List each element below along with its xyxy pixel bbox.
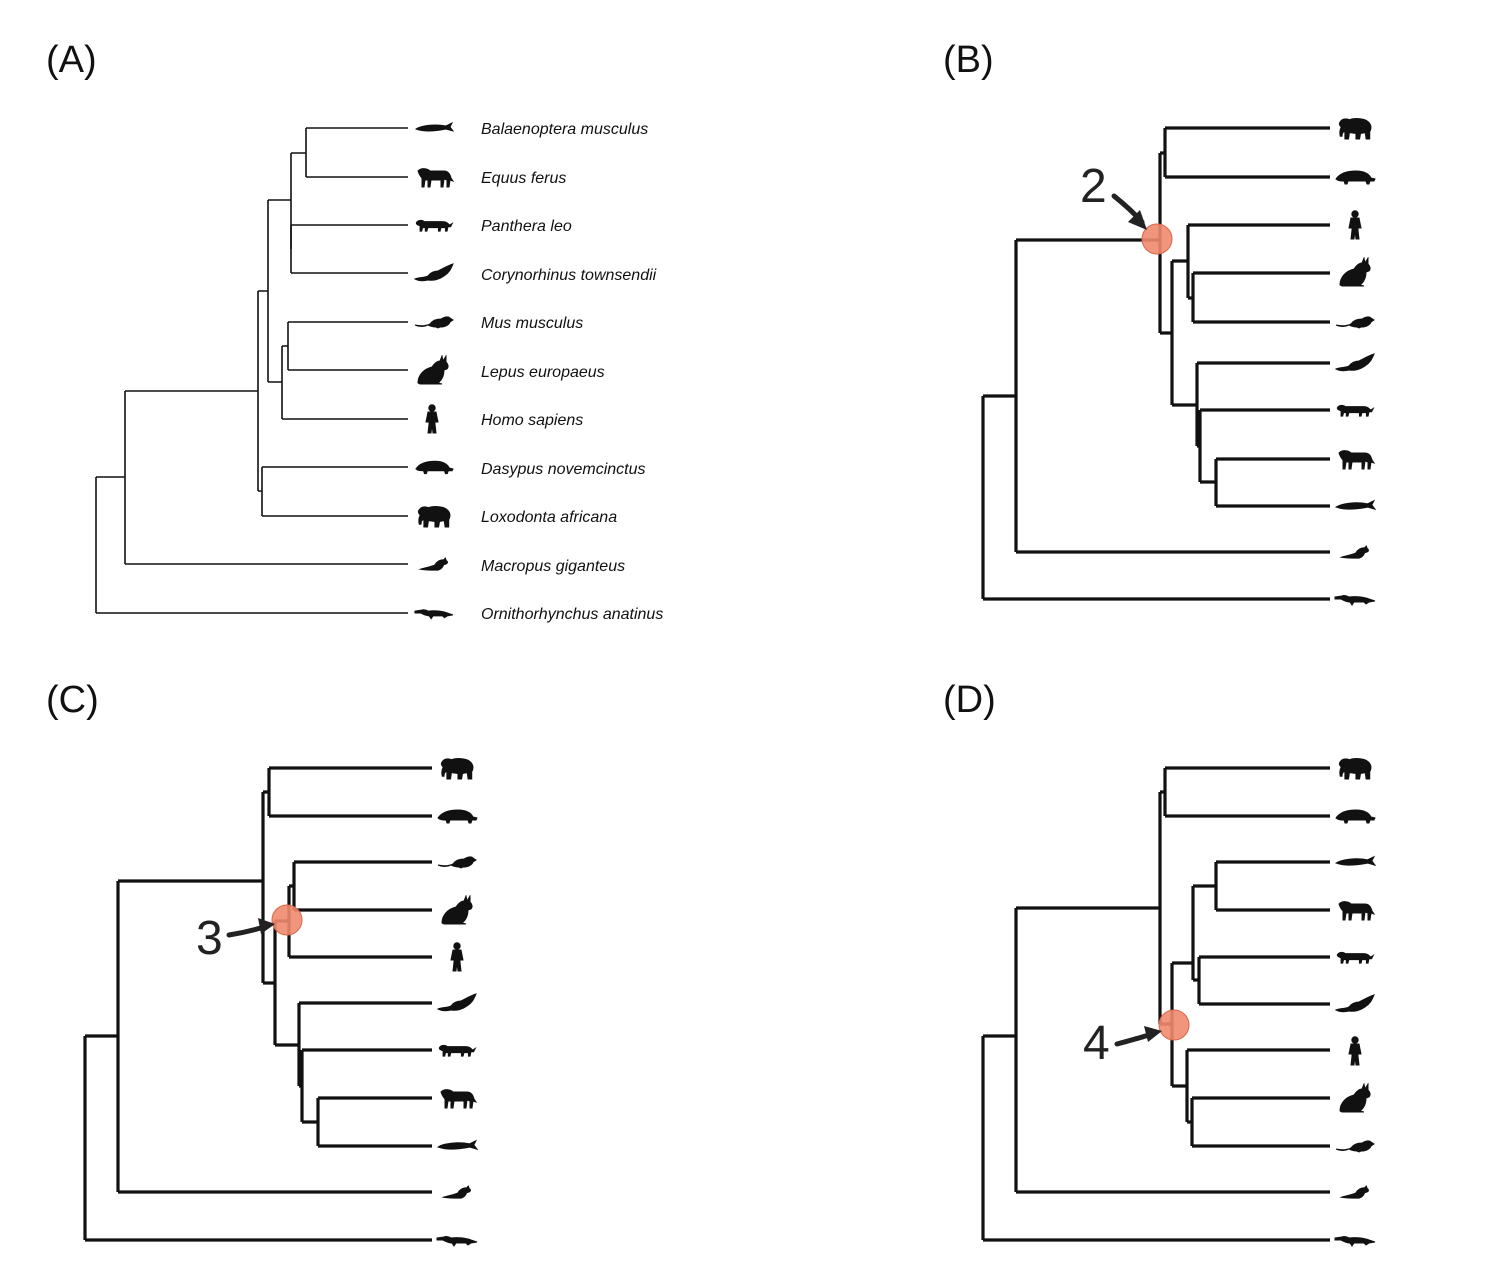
kangaroo-icon [419, 557, 449, 571]
elephant-icon [417, 505, 451, 528]
lion-icon [438, 1044, 476, 1057]
lion-icon [1336, 951, 1374, 964]
panel-b-silhouettes [1334, 117, 1376, 606]
whale-icon [415, 122, 454, 132]
node-marker [271, 904, 303, 936]
lion-icon [415, 219, 453, 232]
species-label: Equus ferus [481, 170, 566, 187]
node-marker [1158, 1009, 1190, 1041]
horse-icon [440, 1089, 477, 1109]
human-icon [1348, 210, 1362, 240]
hare-icon [417, 355, 449, 385]
panel-label-c: (C) [46, 679, 99, 721]
bat-icon [1335, 994, 1375, 1013]
elephant-icon [1338, 117, 1372, 140]
node-number: 2 [1080, 160, 1107, 213]
panel-c-silhouettes [436, 757, 478, 1247]
panel-c-tree [83, 766, 432, 1242]
platypus-icon [414, 609, 454, 620]
panel-b-tree [981, 126, 1330, 601]
panel-label-a: (A) [46, 39, 97, 81]
species-label: Loxodonta africana [481, 509, 617, 526]
arrow [226, 924, 267, 938]
panel-d-tree [981, 766, 1330, 1242]
species-label: Corynorhinus townsendii [481, 267, 657, 284]
horse-icon [417, 168, 454, 188]
kangaroo-icon [1340, 545, 1370, 559]
human-icon [1348, 1036, 1362, 1066]
armadillo-icon [1335, 170, 1376, 185]
whale-icon [1335, 500, 1376, 510]
armadillo-icon [1335, 809, 1376, 824]
horse-icon [1338, 901, 1375, 921]
mouse-icon [414, 316, 454, 329]
horse-icon [1338, 450, 1375, 470]
whale-icon [437, 1140, 478, 1150]
species-label: Balaenoptera musculus [481, 121, 648, 138]
panel-label-d: (D) [943, 679, 996, 721]
panel-d-silhouettes [1334, 757, 1376, 1247]
lion-icon [1336, 404, 1374, 417]
panel-d-node-highlight: 4 [1083, 1009, 1190, 1070]
species-label: Lepus europaeus [481, 364, 605, 381]
panel-c-node-highlight: 3 [196, 904, 303, 965]
bat-icon [1335, 353, 1375, 372]
species-label: Homo sapiens [481, 412, 583, 429]
armadillo-icon [415, 460, 454, 475]
human-icon [425, 404, 439, 434]
whale-icon [1335, 856, 1376, 866]
mouse-icon [437, 856, 477, 869]
panel-a-silhouettes [414, 122, 454, 620]
species-label: Panthera leo [481, 218, 572, 235]
node-number: 3 [196, 912, 223, 965]
platypus-icon [436, 1236, 478, 1247]
node-marker [1141, 223, 1173, 255]
hare-icon [441, 895, 473, 925]
arrowhead [1128, 210, 1147, 230]
armadillo-icon [437, 809, 478, 824]
platypus-icon [1334, 1236, 1376, 1247]
human-icon [450, 942, 464, 972]
species-label: Mus musculus [481, 315, 583, 332]
arrow [1114, 1032, 1152, 1047]
platypus-icon [1334, 595, 1376, 606]
mouse-icon [1335, 1140, 1375, 1153]
panel-a-species-labels: Balaenoptera musculus Equus ferus Panthe… [481, 121, 663, 623]
kangaroo-icon [1340, 1185, 1370, 1199]
node-number: 4 [1083, 1017, 1110, 1070]
species-label: Macropus giganteus [481, 558, 625, 575]
elephant-icon [440, 757, 474, 780]
arrowhead [258, 918, 275, 934]
species-label: Ornithorhynchus anatinus [481, 606, 663, 623]
species-label: Dasypus novemcinctus [481, 461, 646, 478]
panel-b-node-highlight: 2 [1080, 160, 1173, 255]
bat-icon [414, 263, 454, 282]
panel-a-tree [95, 127, 408, 614]
bat-icon [437, 993, 477, 1012]
panel-label-b: (B) [943, 39, 994, 81]
elephant-icon [1338, 757, 1372, 780]
mouse-icon [1335, 316, 1375, 329]
hare-icon [1339, 257, 1371, 287]
hare-icon [1339, 1083, 1371, 1113]
arrowhead [1144, 1026, 1162, 1042]
kangaroo-icon [442, 1185, 472, 1199]
